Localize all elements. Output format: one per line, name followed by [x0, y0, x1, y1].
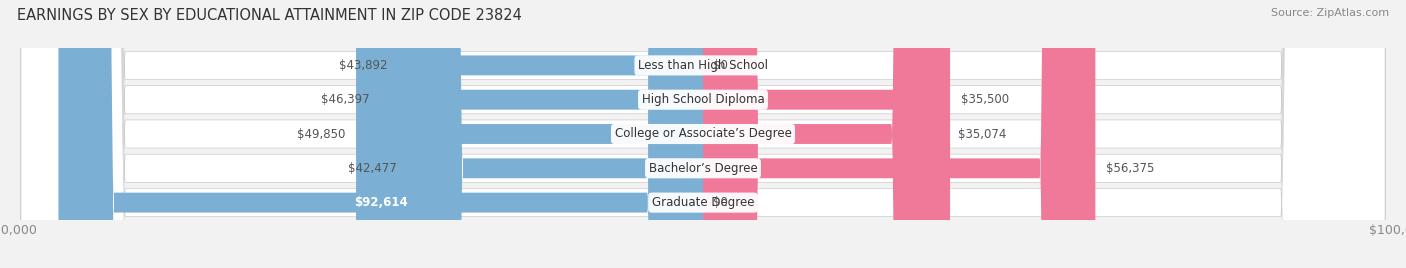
FancyBboxPatch shape: [356, 0, 703, 268]
FancyBboxPatch shape: [703, 0, 950, 268]
FancyBboxPatch shape: [21, 0, 1385, 268]
FancyBboxPatch shape: [380, 0, 703, 268]
Text: $46,397: $46,397: [321, 93, 370, 106]
Text: $35,500: $35,500: [960, 93, 1008, 106]
FancyBboxPatch shape: [703, 0, 948, 268]
Text: Bachelor’s Degree: Bachelor’s Degree: [648, 162, 758, 175]
Text: High School Diploma: High School Diploma: [641, 93, 765, 106]
Text: $43,892: $43,892: [339, 59, 387, 72]
FancyBboxPatch shape: [21, 0, 1385, 268]
Text: EARNINGS BY SEX BY EDUCATIONAL ATTAINMENT IN ZIP CODE 23824: EARNINGS BY SEX BY EDUCATIONAL ATTAINMEN…: [17, 8, 522, 23]
FancyBboxPatch shape: [398, 0, 703, 268]
Text: $35,074: $35,074: [957, 128, 1005, 140]
FancyBboxPatch shape: [21, 0, 1385, 268]
Text: Graduate Degree: Graduate Degree: [652, 196, 754, 209]
Text: Source: ZipAtlas.com: Source: ZipAtlas.com: [1271, 8, 1389, 18]
FancyBboxPatch shape: [21, 0, 1385, 268]
Text: $42,477: $42,477: [349, 162, 396, 175]
Text: College or Associate’s Degree: College or Associate’s Degree: [614, 128, 792, 140]
Text: $56,375: $56,375: [1105, 162, 1154, 175]
FancyBboxPatch shape: [703, 0, 1095, 268]
Text: $0: $0: [713, 59, 728, 72]
FancyBboxPatch shape: [59, 0, 703, 268]
Text: $49,850: $49,850: [297, 128, 346, 140]
FancyBboxPatch shape: [21, 0, 1385, 268]
FancyBboxPatch shape: [408, 0, 703, 268]
Text: Less than High School: Less than High School: [638, 59, 768, 72]
Text: $0: $0: [713, 196, 728, 209]
Text: $92,614: $92,614: [354, 196, 408, 209]
